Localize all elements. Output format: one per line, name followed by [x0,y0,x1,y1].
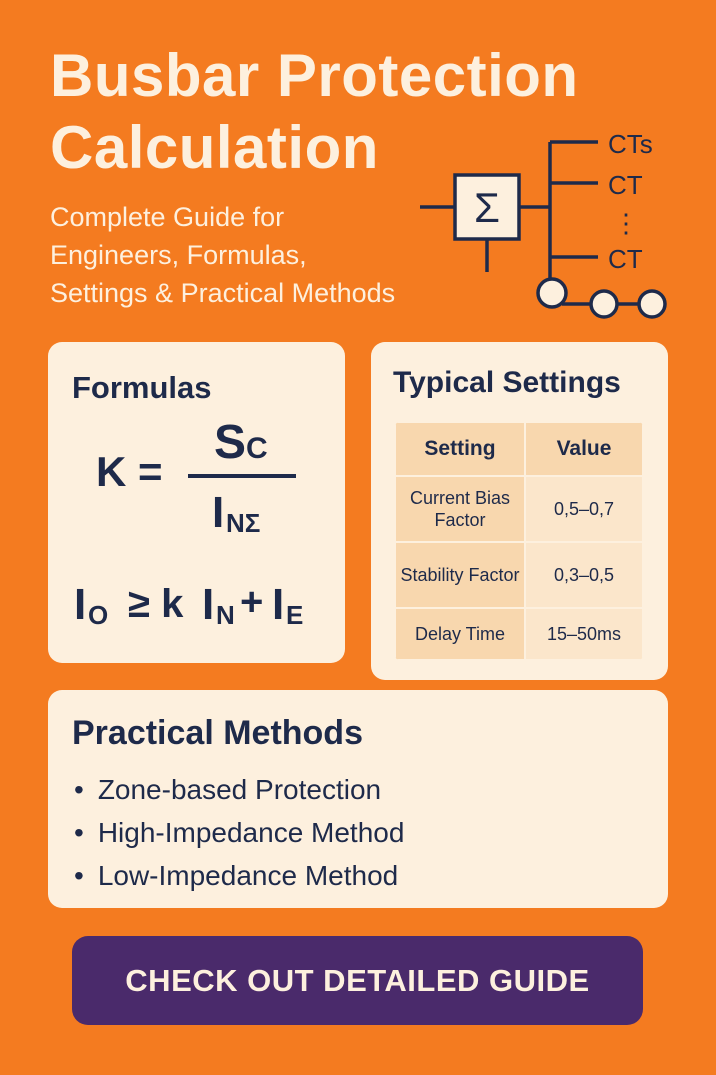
setting-value: 0,3–0,5 [524,541,644,609]
settings-table: Setting Value Current Bias Factor 0,5–0,7 … [394,421,644,661]
setting-name: Current Bias Factor [394,475,526,543]
subtitle-line: Settings & Practical Methods [50,278,396,308]
formulas-title: Formulas [72,370,212,405]
title-line: Calculation [50,114,379,181]
header-value: Value [524,421,644,477]
ct-label: CT [608,170,643,200]
ct-label: CTs [608,129,653,159]
denominator: I [212,488,225,537]
practical-card: Practical Methods Zone-based Protection … [48,690,668,908]
sigma-symbol: Σ [474,184,500,231]
table-row: Delay Time 15–50ms [394,607,644,661]
term-sub: O [88,600,109,630]
page-title: Busbar Protection Calculation [50,40,579,184]
formulas-card: Formulas [48,342,345,663]
header-setting: Setting [394,421,526,477]
setting-name: Stability Factor [394,541,526,609]
table-row: Stability Factor 0,3–0,5 [394,541,644,609]
term: I [272,580,285,629]
numerator-sub: C [246,432,268,465]
list-item: Low-Impedance Method [74,854,404,897]
methods-list: Zone-based Protection High-Impedance Met… [74,768,405,897]
list-item: Zone-based Protection [74,768,404,811]
list-item: High-Impedance Method [74,811,405,854]
check-out-guide-button[interactable]: CHECK OUT DETAILED GUIDE [72,936,643,1025]
operator: ≥ k [128,582,184,626]
ct-label: CT [608,244,643,274]
subtitle-line: Engineers, Formulas, [50,240,307,270]
table-header: Setting Value [394,421,644,477]
ellipsis: ⋮ [613,208,639,238]
term-sub: N [216,600,235,630]
settings-title: Typical Settings [393,366,621,399]
busbar-ct-diagram: Σ CTs CT ⋮ CT [420,129,667,319]
formula-lhs: K = [96,448,163,495]
fraction-bar [188,474,296,478]
table-row: Current Bias Factor 0,5–0,7 [394,475,644,543]
numerator: S [214,416,247,469]
subtitle-line: Complete Guide for [50,202,285,232]
setting-value: 0,5–0,7 [524,475,644,543]
denominator-sub: NΣ [226,508,261,538]
settings-card: Typical Settings Setting Value Current Bi… [371,342,668,680]
plus: + [240,580,264,624]
subtitle: Complete Guide for Engineers, Formulas, Se… [50,198,395,312]
title-line: Busbar Protection [50,42,579,109]
term: I [74,580,87,629]
setting-value: 15–50ms [524,607,644,661]
setting-name: Delay Time [394,607,526,661]
term: I [202,580,215,629]
practical-title: Practical Methods [72,714,363,752]
term-sub: E [286,600,304,630]
